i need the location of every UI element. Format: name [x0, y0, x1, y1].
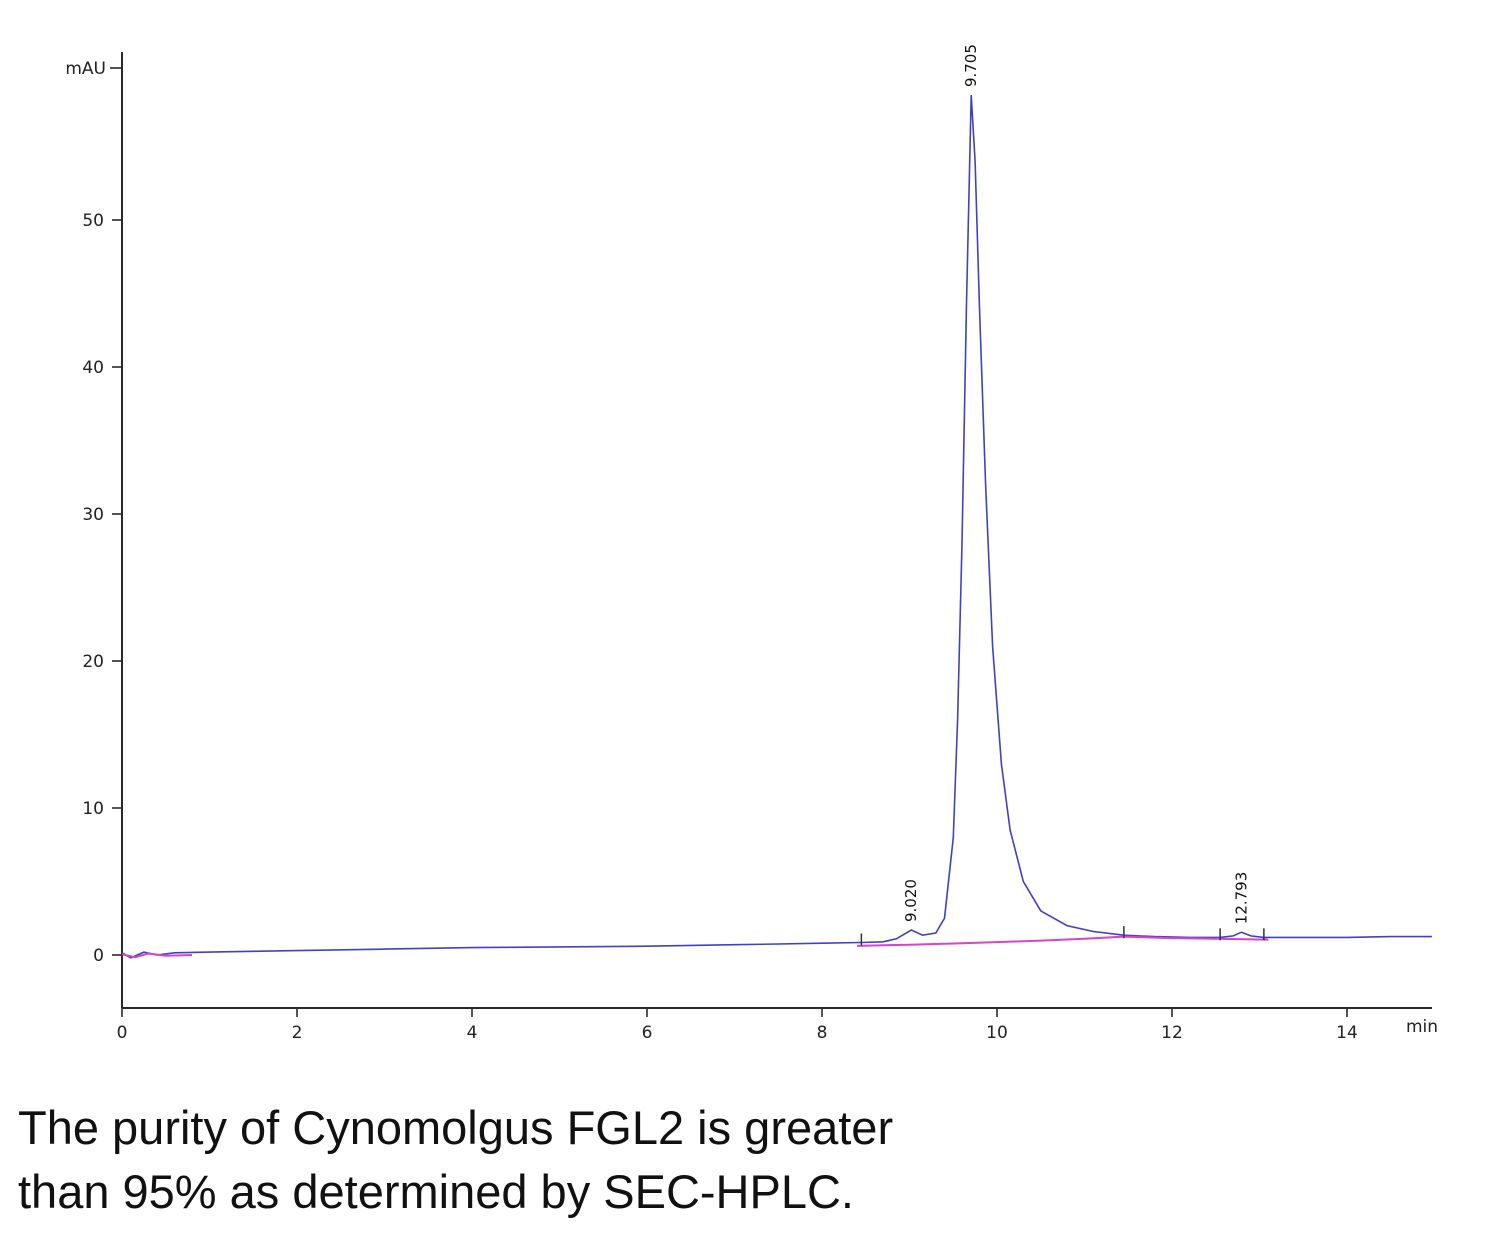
x-tick-label: 2 — [292, 1023, 303, 1043]
y-tick-label: 40 — [82, 358, 104, 378]
sec-hplc-chromatogram: mAU min 0 10 20 30 40 50 0 2 4 6 8 10 12 14 9.020 9.7… — [65, 44, 1438, 1043]
y-tick-label: 30 — [82, 505, 104, 525]
y-axis-unit-label: mAU — [65, 59, 106, 79]
x-tick-label: 8 — [817, 1023, 828, 1043]
x-tick-label: 4 — [467, 1023, 478, 1043]
caption-line-1: The purity of Cynomolgus FGL2 is greater — [18, 1101, 894, 1154]
figure-caption: The purity of Cynomolgus FGL2 is greater… — [18, 1096, 893, 1224]
y-tick-label: 10 — [82, 799, 104, 819]
y-axis-ticks: 0 10 20 30 40 50 — [82, 211, 122, 966]
chromatogram-plot: mAU min 0 10 20 30 40 50 0 2 4 6 8 10 12 14 9.020 9.7… — [65, 44, 1438, 1043]
x-tick-label: 6 — [642, 1023, 653, 1043]
x-tick-label: 12 — [1161, 1023, 1183, 1043]
peak-label: 9.705 — [962, 44, 980, 87]
peak-label: 9.020 — [902, 879, 920, 922]
trace-integration-baseline — [856, 935, 1269, 947]
x-tick-label: 0 — [117, 1023, 128, 1043]
caption-line-2: than 95% as determined by SEC-HPLC. — [18, 1165, 854, 1218]
trace-baseline-left — [121, 952, 193, 959]
peak-label: 12.793 — [1232, 872, 1250, 925]
x-axis-unit-label: min — [1406, 1017, 1438, 1037]
peak-retention-labels: 9.020 9.705 12.793 — [902, 44, 1250, 924]
y-tick-label: 20 — [82, 652, 104, 672]
chromatogram-traces — [121, 95, 1432, 959]
trace-uv-signal — [121, 95, 1432, 959]
x-tick-label: 10 — [986, 1023, 1008, 1043]
x-axis-ticks: 0 2 4 6 8 10 12 14 — [117, 1008, 1358, 1043]
integration-marks — [860, 926, 1265, 946]
y-tick-label: 50 — [82, 211, 104, 231]
x-tick-label: 14 — [1336, 1023, 1358, 1043]
y-tick-label: 0 — [93, 946, 104, 966]
